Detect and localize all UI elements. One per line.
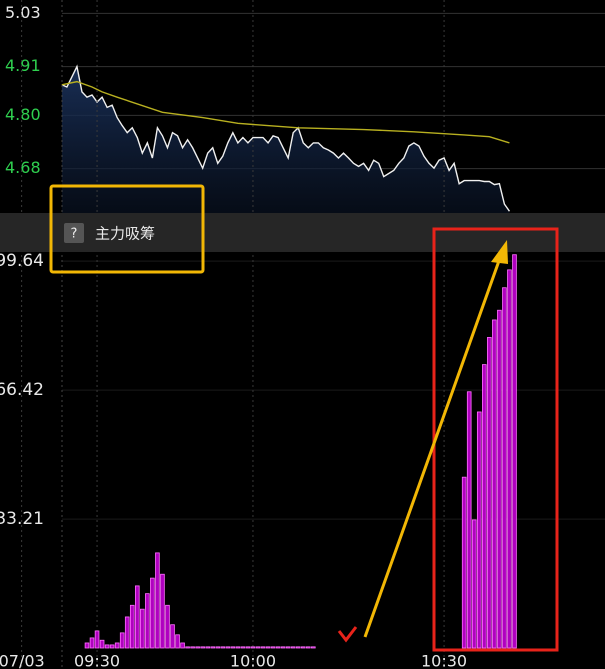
bar	[104, 644, 110, 649]
bar	[190, 646, 195, 649]
x-tick-label: 10:30	[421, 652, 467, 669]
bar	[114, 642, 120, 649]
price-area	[61, 66, 510, 213]
bar	[180, 642, 185, 649]
y-tick-label: 4.68	[5, 158, 41, 177]
bar	[250, 646, 256, 649]
bar	[476, 411, 482, 649]
y-tick-label: 33.21	[0, 509, 44, 529]
bar	[305, 646, 311, 649]
y-tick-label: 4.80	[5, 105, 41, 124]
bar	[311, 646, 316, 649]
bar	[109, 644, 115, 649]
bar	[507, 269, 512, 649]
bar	[84, 642, 90, 649]
bar	[99, 639, 105, 649]
bar	[466, 391, 472, 649]
bar	[487, 337, 492, 649]
bar	[235, 646, 241, 649]
bar	[129, 604, 135, 649]
indicator-header	[0, 213, 605, 252]
bar	[260, 646, 266, 649]
indicator-title: 主力吸筹	[95, 225, 155, 243]
bar	[175, 634, 180, 649]
check-mark	[337, 626, 358, 643]
x-tick-label: 10:00	[230, 652, 276, 669]
bar	[502, 287, 507, 649]
bar	[124, 616, 130, 649]
bar	[275, 646, 281, 649]
bar	[170, 624, 175, 649]
x-tick-label: 07/03	[0, 652, 45, 669]
bar	[290, 646, 296, 649]
bar	[255, 646, 261, 649]
bar	[300, 646, 306, 649]
bar	[492, 319, 497, 649]
bar	[461, 476, 467, 649]
bar	[165, 604, 170, 649]
bar	[145, 593, 150, 649]
y-tick-label: 5.03	[5, 3, 41, 22]
bar	[119, 632, 125, 649]
bar	[225, 646, 231, 649]
bar	[160, 573, 165, 649]
bar	[230, 646, 236, 649]
bar	[210, 646, 216, 649]
x-tick-label: 09:30	[74, 652, 120, 669]
bar	[205, 646, 211, 649]
bar	[270, 646, 276, 649]
bar	[200, 646, 205, 649]
average-line	[61, 80, 510, 144]
bar	[215, 646, 221, 649]
highlight-box	[49, 184, 205, 274]
bar	[265, 646, 271, 649]
bar	[471, 519, 477, 649]
bar	[140, 608, 145, 649]
bar	[150, 577, 155, 649]
help-icon[interactable]: ?	[71, 227, 78, 242]
arrow-head	[491, 240, 508, 264]
bar	[245, 646, 251, 649]
bar	[295, 646, 301, 649]
bar	[497, 309, 502, 649]
price-line	[61, 64, 511, 212]
bar	[280, 646, 286, 649]
bar	[155, 552, 160, 649]
bar	[482, 364, 487, 649]
bar	[240, 646, 246, 649]
arrow	[363, 257, 502, 638]
bar	[89, 637, 95, 649]
bar	[94, 630, 100, 649]
bar	[285, 646, 291, 649]
help-icon-box[interactable]	[64, 223, 84, 243]
bar	[220, 646, 226, 649]
bar	[134, 585, 140, 649]
bar	[512, 254, 517, 649]
bar	[185, 646, 190, 649]
bar	[195, 646, 200, 649]
y-tick-label: 4.91	[5, 56, 41, 75]
